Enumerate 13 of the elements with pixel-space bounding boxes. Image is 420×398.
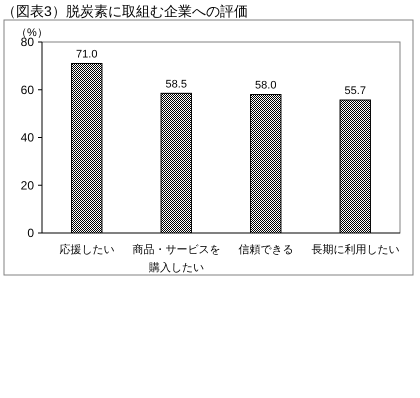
data-label: 55.7 (344, 85, 366, 98)
data-label: 71.0 (76, 48, 98, 60)
x-tick-label: 信頼できる (238, 244, 294, 256)
y-tick-label: 20 (20, 178, 34, 192)
chart-title: （図表3）脱炭素に取組む企業への評価 (2, 3, 248, 19)
y-tick-label: 0 (27, 226, 34, 240)
y-tick-label: 60 (20, 82, 34, 97)
x-tick-label: 長期に利用したい (311, 243, 400, 256)
data-label: 58.0 (255, 80, 276, 92)
x-tick-label: 応援したい (59, 243, 114, 256)
data-label: 58.5 (166, 78, 187, 90)
x-tick-label: 商品・サービスを購入したい (132, 243, 220, 274)
y-tick-label: 40 (20, 130, 34, 145)
